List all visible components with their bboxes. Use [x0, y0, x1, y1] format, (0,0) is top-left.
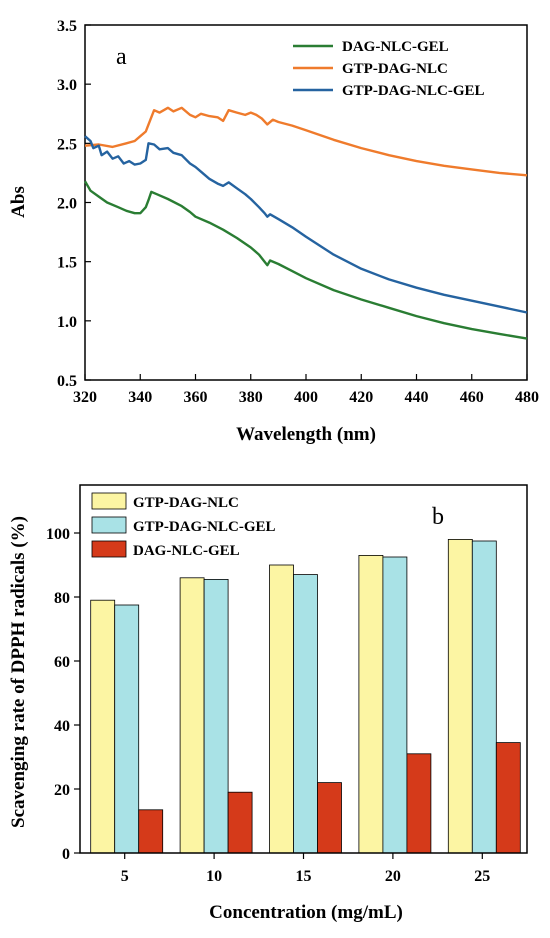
chart-a-series-line-2 [84, 106, 528, 177]
chart-a-y-axis-label: Abs [8, 186, 29, 218]
chart-b-y-tick-label: 100 [46, 526, 70, 543]
chart-a-panel-label: a [116, 44, 127, 70]
chart-a-series-line-3 [84, 135, 528, 314]
chart-b-y-tick-label: 80 [54, 590, 70, 607]
chart-b-bar-1-5 [90, 599, 116, 854]
chart-b-bar-3-25 [495, 742, 521, 854]
chart-a-y-tick-label: 2.5 [57, 136, 77, 153]
chart-b-x-tick-label: 5 [121, 868, 129, 885]
chart-a-y-tick-label: 1.5 [57, 255, 77, 272]
chart-a-y-tick-label: 2.0 [57, 196, 77, 213]
chart-a-x-tick-label: 440 [405, 389, 429, 406]
chart-a-x-tick-label: 480 [515, 389, 539, 406]
chart-b-bar-2-15 [293, 574, 318, 854]
chart-a-x-axis-label: Wavelength (nm) [236, 424, 376, 445]
chart-b-legend-label-1: GTP-DAG-NLC [133, 495, 239, 511]
chart-b-x-tick-label: 25 [474, 868, 490, 885]
chart-b-bar-1-20 [358, 555, 384, 854]
chart-a-x-tick-label: 320 [73, 389, 97, 406]
chart-b-bar-3-10 [227, 791, 253, 854]
chart-a-series-line-1 [83, 180, 528, 340]
chart-a-x-tick-label: 360 [184, 389, 208, 406]
chart-a-x-tick-label: 420 [349, 389, 373, 406]
chart-b-bar-2-10 [203, 579, 229, 854]
chart-a-legend-label-3: GTP-DAG-NLC-GEL [342, 83, 485, 99]
chart-b: 5 10 15 20 25 0 20 40 60 80 100 GTP-DAG-NLC GTP-DAG… [8, 484, 528, 923]
chart-b-legend-swatch-1 [91, 492, 127, 510]
chart-b-bar-3-5 [138, 809, 164, 854]
chart-a-y-tick-label: 1.0 [57, 314, 77, 331]
chart-a-y-tick-label: 0.5 [57, 373, 77, 390]
chart-b-x-tick-label: 10 [206, 868, 222, 885]
chart-b-legend-label-2: GTP-DAG-NLC-GEL [133, 519, 276, 535]
chart-b-y-tick-label: 60 [54, 654, 70, 671]
chart-b-y-tick-label: 20 [54, 782, 70, 799]
chart-b-panel-label: b [432, 504, 444, 530]
chart-b-bar-3-20 [406, 753, 432, 854]
chart-b-bar-2-25 [471, 540, 497, 854]
chart-b-y-tick-label: 0 [62, 846, 70, 863]
chart-b-legend-swatch-2 [91, 516, 127, 534]
chart-b-x-axis-label: Concentration (mg/mL) [209, 902, 403, 923]
chart-a-y-tick-label: 3.5 [57, 18, 77, 35]
chart-a-y-tick-label: 3.0 [57, 77, 77, 94]
chart-b-bar-1-10 [179, 577, 205, 854]
chart-b-bar-1-15 [269, 564, 294, 854]
chart-b-x-tick-label: 15 [296, 868, 312, 885]
chart-a-legend-label-2: GTP-DAG-NLC [342, 61, 448, 77]
chart-b-bar-2-20 [382, 556, 408, 854]
chart-b-x-tick-label: 20 [385, 868, 401, 885]
chart-a-x-tick-label: 380 [239, 389, 263, 406]
chart-b-bar-2-5 [114, 604, 140, 854]
chart-b-bar-3-15 [317, 782, 342, 854]
chart-a-x-tick-label: 460 [460, 389, 484, 406]
chart-a-x-tick-label: 400 [294, 389, 318, 406]
chart-a: 320 340 360 380 400 420 440 460 480 0.5 1.0 1.5 2.0 2… [8, 18, 539, 445]
chart-b-legend-label-3: DAG-NLC-GEL [133, 543, 240, 559]
chart-b-bar-1-25 [447, 539, 473, 854]
chart-a-x-tick-label: 340 [128, 389, 152, 406]
chart-a-legend-label-1: DAG-NLC-GEL [342, 39, 449, 55]
chart-b-legend-swatch-3 [91, 540, 127, 558]
chart-b-y-axis-label: Scavenging rate of DPPH radicals (%) [8, 516, 29, 828]
chart-b-y-tick-label: 40 [54, 718, 70, 735]
